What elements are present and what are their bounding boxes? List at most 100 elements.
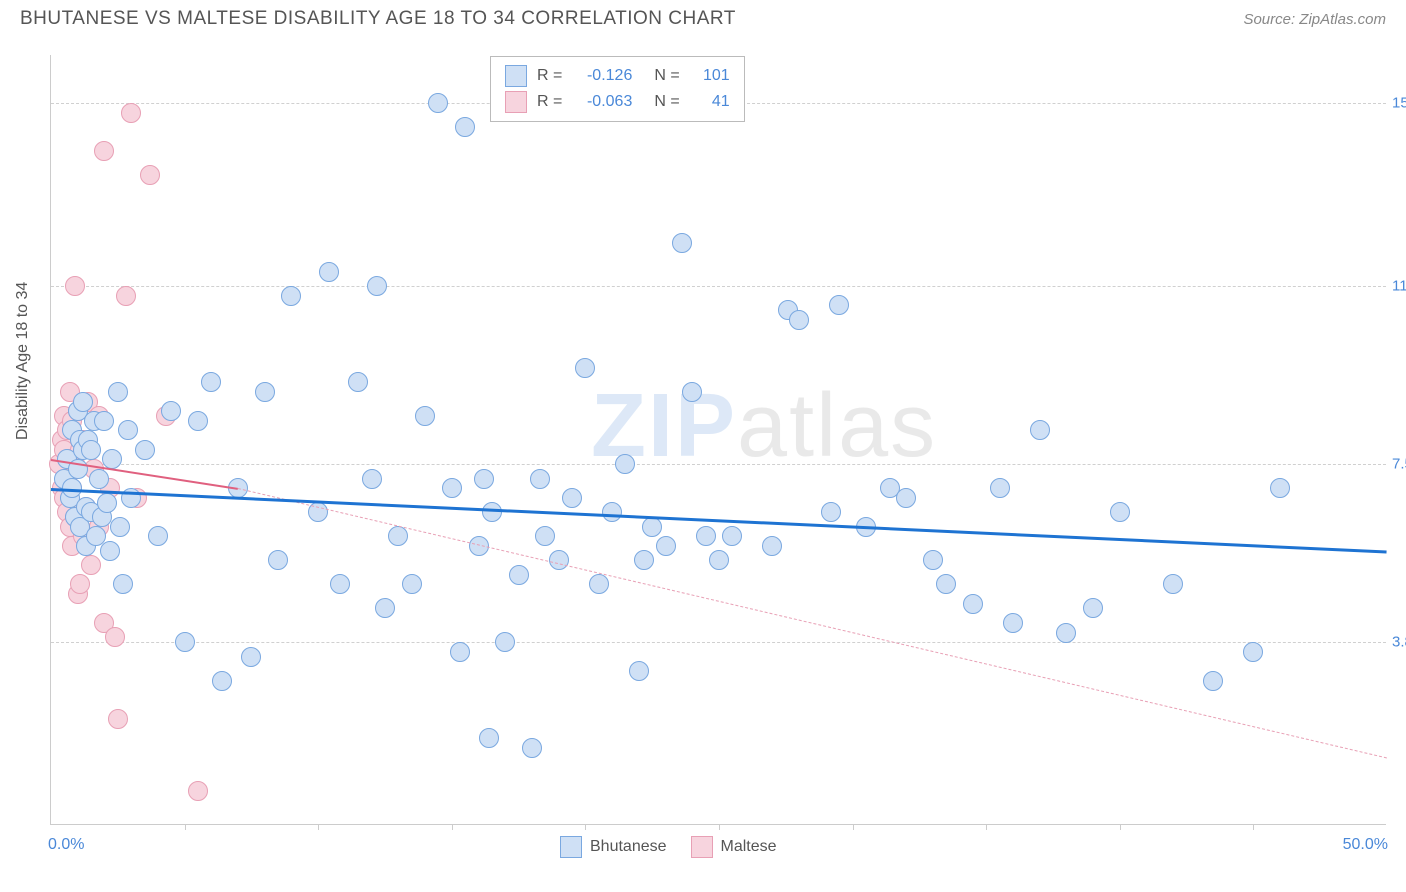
data-point — [65, 276, 85, 296]
data-point — [1203, 671, 1223, 691]
data-point — [509, 565, 529, 585]
data-point — [896, 488, 916, 508]
data-point — [1270, 478, 1290, 498]
data-point — [455, 117, 475, 137]
legend-series-label: Bhutanese — [590, 838, 667, 856]
y-tick-label: 7.5% — [1386, 456, 1406, 473]
x-tick — [719, 824, 720, 830]
data-point — [113, 574, 133, 594]
data-point — [642, 517, 662, 537]
data-point — [656, 536, 676, 556]
data-point — [100, 541, 120, 561]
data-point — [97, 493, 117, 513]
data-point — [81, 555, 101, 575]
legend-r-label: R = — [537, 93, 562, 111]
data-point — [936, 574, 956, 594]
legend-r-value: -0.063 — [572, 93, 632, 111]
data-point — [281, 286, 301, 306]
data-point — [175, 632, 195, 652]
legend-n-label: N = — [654, 93, 679, 111]
data-point — [135, 440, 155, 460]
data-point — [255, 382, 275, 402]
data-point — [1243, 642, 1263, 662]
data-point — [923, 550, 943, 570]
data-point — [562, 488, 582, 508]
legend-row: R =-0.126N =101 — [505, 63, 730, 89]
watermark-zip: ZIP — [591, 376, 737, 476]
data-point — [442, 478, 462, 498]
gridline — [51, 642, 1386, 643]
y-axis-title: Disability Age 18 to 34 — [14, 282, 32, 440]
x-tick — [853, 824, 854, 830]
x-tick — [452, 824, 453, 830]
data-point — [102, 449, 122, 469]
data-point — [105, 627, 125, 647]
data-point — [722, 526, 742, 546]
data-point — [121, 103, 141, 123]
legend-n-value: 41 — [690, 93, 730, 111]
data-point — [602, 502, 622, 522]
data-point — [268, 550, 288, 570]
data-point — [110, 517, 130, 537]
x-axis-max-label: 50.0% — [1343, 836, 1388, 854]
data-point — [73, 392, 93, 412]
data-point — [70, 574, 90, 594]
legend-n-label: N = — [654, 67, 679, 85]
data-point — [362, 469, 382, 489]
data-point — [474, 469, 494, 489]
x-tick — [986, 824, 987, 830]
legend-swatch — [505, 65, 527, 87]
data-point — [1110, 502, 1130, 522]
data-point — [188, 411, 208, 431]
data-point — [450, 642, 470, 662]
legend-series-label: Maltese — [721, 838, 777, 856]
data-point — [241, 647, 261, 667]
trend-line — [238, 488, 1387, 758]
data-point — [201, 372, 221, 392]
data-point — [1083, 598, 1103, 618]
legend-item: Bhutanese — [560, 836, 667, 858]
data-point — [821, 502, 841, 522]
legend-item: Maltese — [691, 836, 777, 858]
data-point — [116, 286, 136, 306]
data-point — [495, 632, 515, 652]
data-point — [672, 233, 692, 253]
data-point — [108, 709, 128, 729]
data-point — [140, 165, 160, 185]
data-point — [428, 93, 448, 113]
legend-row: R = -0.063 N = 41 — [505, 89, 730, 115]
data-point — [1030, 420, 1050, 440]
data-point — [188, 781, 208, 801]
data-point — [1056, 623, 1076, 643]
data-point — [212, 671, 232, 691]
data-point — [709, 550, 729, 570]
watermark-atlas: atlas — [737, 376, 937, 476]
source-label: Source: ZipAtlas.com — [1243, 11, 1386, 28]
data-point — [990, 478, 1010, 498]
data-point — [388, 526, 408, 546]
data-point — [829, 295, 849, 315]
data-point — [482, 502, 502, 522]
chart-title: BHUTANESE VS MALTESE DISABILITY AGE 18 T… — [20, 8, 736, 30]
data-point — [1163, 574, 1183, 594]
data-point — [575, 358, 595, 378]
data-point — [402, 574, 422, 594]
legend-swatch — [560, 836, 582, 858]
x-axis-min-label: 0.0% — [48, 836, 84, 854]
data-point — [629, 661, 649, 681]
legend-swatch — [505, 91, 527, 113]
y-tick-label: 11.2% — [1386, 278, 1406, 295]
data-point — [330, 574, 350, 594]
data-point — [94, 411, 114, 431]
legend-r-value: -0.126 — [572, 67, 632, 85]
data-point — [94, 141, 114, 161]
data-point — [161, 401, 181, 421]
data-point — [535, 526, 555, 546]
data-point — [549, 550, 569, 570]
data-point — [762, 536, 782, 556]
x-tick — [1253, 824, 1254, 830]
data-point — [1003, 613, 1023, 633]
legend-swatch — [691, 836, 713, 858]
data-point — [89, 469, 109, 489]
data-point — [589, 574, 609, 594]
